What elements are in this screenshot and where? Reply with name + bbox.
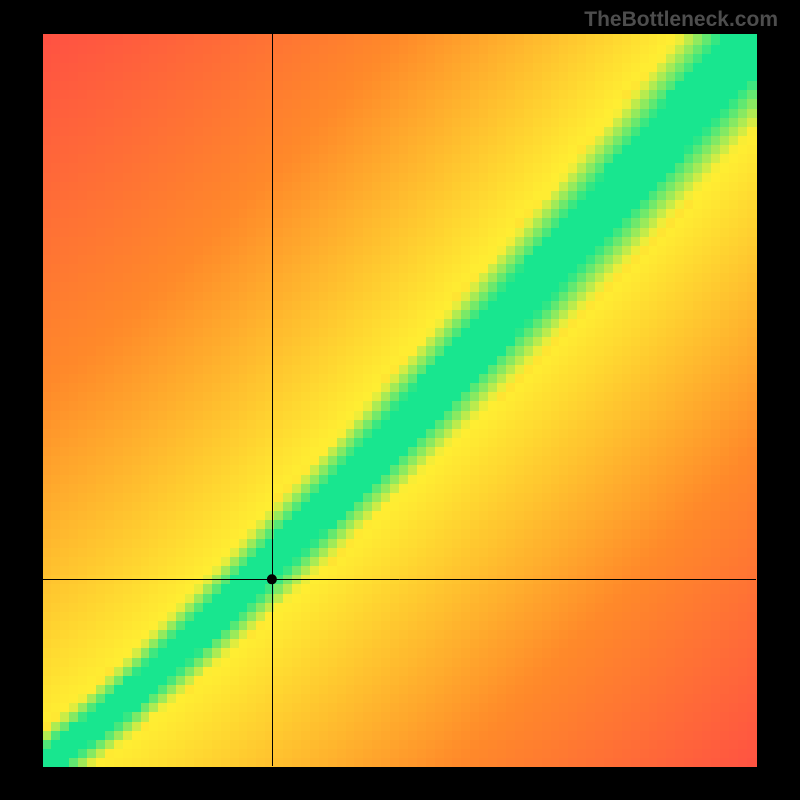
heatmap-canvas (0, 0, 800, 800)
chart-container: TheBottleneck.com (0, 0, 800, 800)
watermark-text: TheBottleneck.com (584, 8, 778, 32)
